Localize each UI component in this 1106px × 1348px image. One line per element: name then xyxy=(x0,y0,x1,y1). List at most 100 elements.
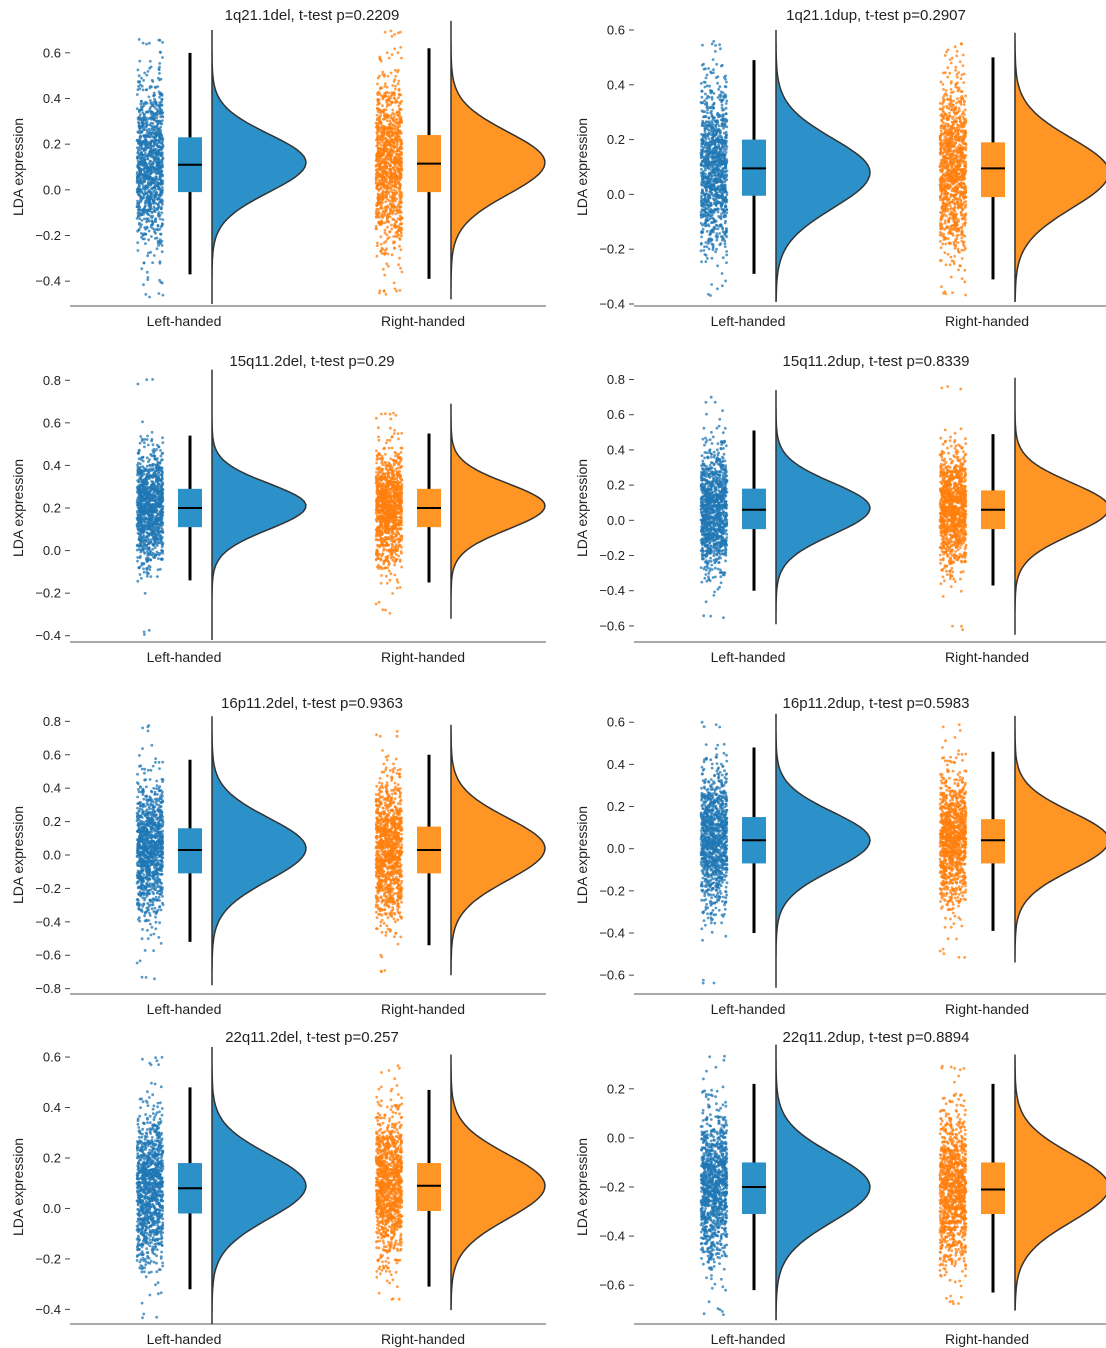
data-point xyxy=(141,153,145,157)
data-point xyxy=(151,199,155,202)
data-point xyxy=(700,154,703,158)
data-point xyxy=(962,146,966,149)
data-point xyxy=(400,195,404,198)
data-point xyxy=(938,195,942,198)
data-point xyxy=(704,137,708,141)
data-point xyxy=(141,116,144,120)
data-point xyxy=(704,162,708,166)
data-point xyxy=(147,95,151,99)
data-point xyxy=(152,91,156,95)
data-point xyxy=(136,556,140,559)
data-point xyxy=(383,114,387,118)
data-point xyxy=(380,219,384,223)
y-tick-label: 0.2 xyxy=(43,137,61,152)
data-point xyxy=(387,143,391,146)
data-point xyxy=(391,124,395,127)
data-point xyxy=(161,223,164,226)
data-point xyxy=(150,196,153,200)
data-point xyxy=(943,219,947,223)
data-point xyxy=(393,47,397,51)
data-point xyxy=(700,260,703,264)
data-point xyxy=(381,201,384,205)
data-point xyxy=(145,220,149,224)
data-point xyxy=(159,225,163,229)
data-point xyxy=(394,172,397,176)
data-point xyxy=(377,125,381,129)
data-point xyxy=(714,250,717,254)
data-point xyxy=(725,261,728,264)
data-point xyxy=(948,148,951,151)
data-point xyxy=(950,224,954,227)
data-point xyxy=(962,240,966,244)
data-point xyxy=(136,211,140,215)
data-point xyxy=(958,109,961,113)
data-point xyxy=(385,185,389,189)
data-point xyxy=(962,176,966,180)
data-point xyxy=(712,101,716,105)
data-point xyxy=(159,110,163,114)
data-point xyxy=(708,140,712,144)
data-point xyxy=(150,235,153,238)
data-point xyxy=(714,44,717,47)
data-point xyxy=(393,145,397,149)
data-point xyxy=(719,90,723,94)
data-point xyxy=(391,133,394,137)
data-point xyxy=(383,157,387,161)
data-point xyxy=(716,264,719,268)
data-point xyxy=(721,108,724,112)
data-point xyxy=(136,229,140,233)
data-point xyxy=(948,212,952,216)
data-point xyxy=(383,169,387,173)
data-point xyxy=(950,141,953,145)
data-point xyxy=(158,65,161,69)
data-point xyxy=(964,120,968,123)
data-point xyxy=(392,208,396,212)
data-point xyxy=(143,154,147,157)
data-point xyxy=(714,180,717,184)
data-point xyxy=(395,175,398,179)
data-point xyxy=(725,169,729,173)
data-point xyxy=(143,112,146,116)
data-point xyxy=(157,166,160,170)
data-point xyxy=(158,162,161,166)
data-point xyxy=(399,248,403,252)
data-point xyxy=(715,163,718,167)
data-point xyxy=(716,210,720,214)
data-point xyxy=(950,180,954,184)
data-point xyxy=(157,193,161,197)
data-point xyxy=(158,72,161,75)
data-point xyxy=(716,81,719,85)
data-point xyxy=(952,126,956,130)
data-point xyxy=(393,87,397,91)
data-point xyxy=(139,181,143,185)
data-point xyxy=(957,86,961,90)
data-point xyxy=(136,241,140,245)
data-point xyxy=(154,157,158,161)
data-point xyxy=(159,51,163,54)
data-point xyxy=(954,239,957,243)
data-point xyxy=(953,189,956,193)
data-point xyxy=(942,189,945,192)
data-point xyxy=(963,205,967,208)
data-point xyxy=(386,152,389,155)
data-point xyxy=(382,144,385,148)
data-point xyxy=(714,170,718,173)
data-point xyxy=(157,38,161,42)
data-point xyxy=(153,228,157,232)
data-point xyxy=(382,267,385,271)
data-point xyxy=(945,153,949,156)
data-point xyxy=(954,213,958,217)
data-point xyxy=(383,73,386,76)
data-point xyxy=(144,151,147,155)
data-point xyxy=(704,92,707,96)
data-point xyxy=(381,189,385,193)
data-point xyxy=(381,126,385,130)
data-point xyxy=(963,124,966,127)
data-point xyxy=(154,86,158,89)
data-point xyxy=(944,89,948,92)
data-point xyxy=(700,241,703,245)
x-category-label: Left-handed xyxy=(711,313,786,329)
data-point xyxy=(940,184,944,188)
rain-points xyxy=(135,378,165,636)
